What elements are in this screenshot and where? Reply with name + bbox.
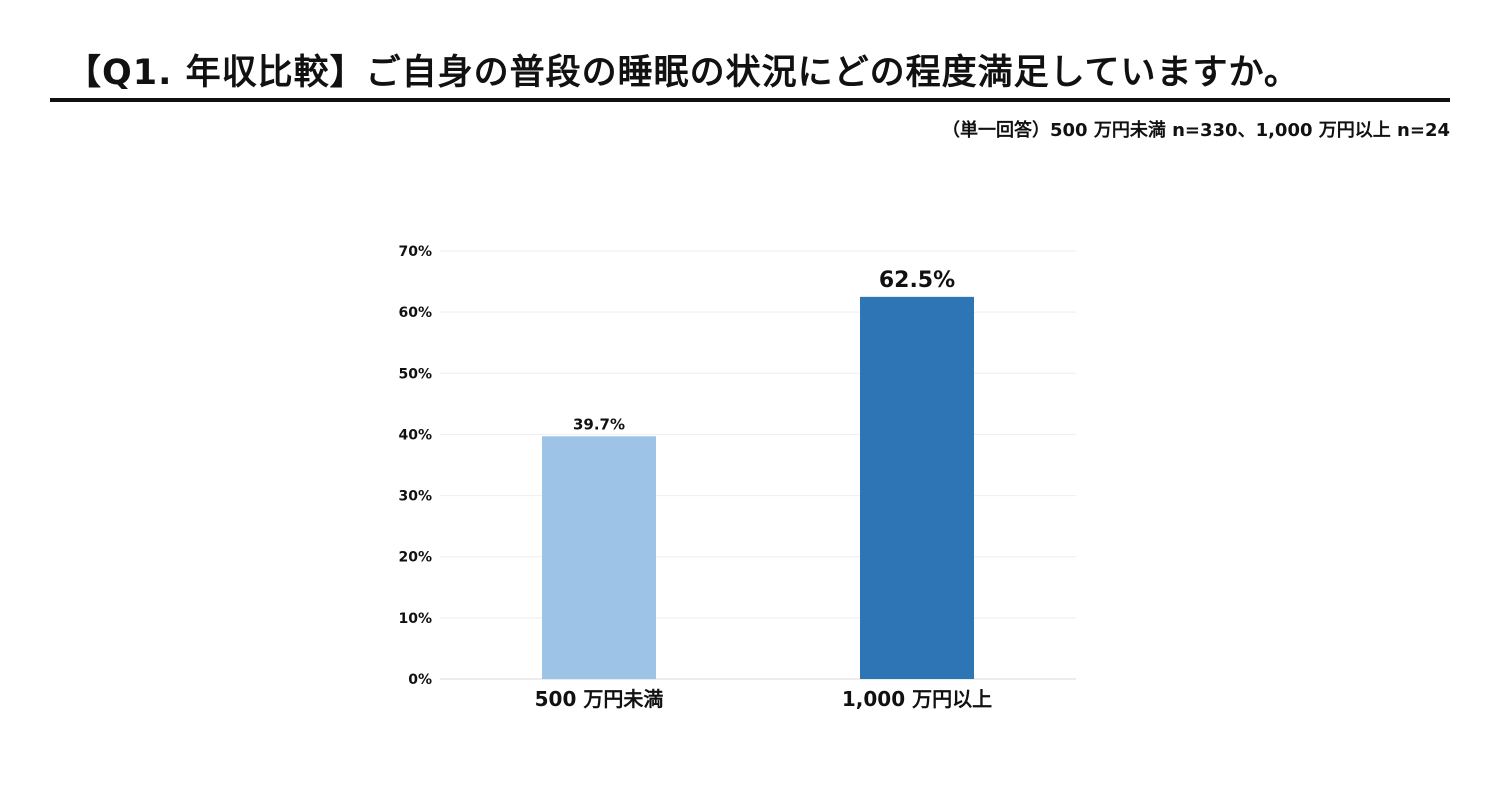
labels: 0% 10% 20% 30% 40% 50% 60% 70% 39.7% 500 万円未満 62.5… (398, 244, 992, 711)
bar (542, 436, 656, 679)
x-tick-label: 500 万円未満 (535, 687, 664, 711)
data-label: 62.5% (879, 268, 955, 293)
grid-lines (440, 250, 1076, 680)
y-tick-label: 30% (398, 489, 432, 505)
bar (860, 296, 974, 679)
data-label: 39.7% (573, 415, 625, 433)
y-tick-label: 50% (398, 366, 432, 382)
sample-size-note: （単一回答）500 万円未満 n=330、1,000 万円以上 n=24 (942, 120, 1450, 141)
bars (542, 296, 974, 679)
x-tick-label: 1,000 万円以上 (842, 687, 992, 711)
y-tick-label: 40% (398, 427, 432, 443)
title-underline (50, 98, 1450, 102)
y-tick-label: 60% (398, 305, 432, 321)
y-tick-label: 0% (408, 672, 432, 688)
page-title: 【Q1. 年収比較】ご自身の普段の睡眠の状況にどの程度満足していますか。 (66, 53, 1300, 93)
y-tick-label: 20% (398, 550, 432, 566)
y-tick-label: 10% (398, 611, 432, 627)
y-tick-label: 70% (398, 244, 432, 260)
